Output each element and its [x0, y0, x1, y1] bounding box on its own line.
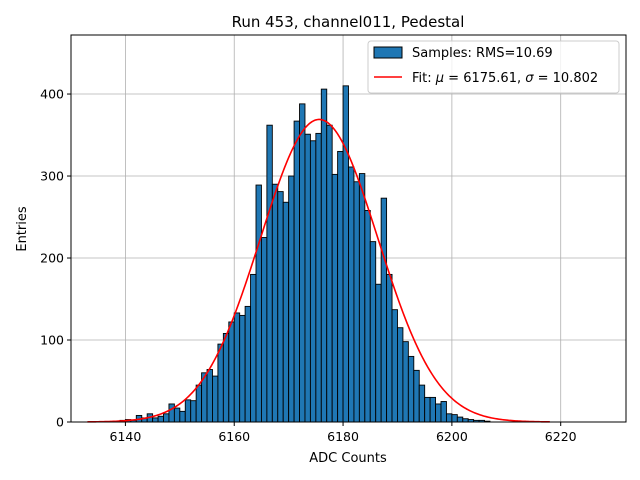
legend-fit-text-3: = 10.802: [533, 71, 598, 86]
histogram-bar: [364, 210, 371, 423]
legend-fit-sigma: σ: [525, 71, 534, 86]
histogram-bar: [168, 403, 175, 423]
histogram-bar: [309, 140, 317, 423]
histogram-bar: [440, 401, 447, 423]
histogram-bar: [212, 375, 219, 423]
x-tick-label-4: 6220: [545, 429, 577, 444]
chart-title: Run 453, channel011, Pedestal: [232, 13, 465, 31]
legend-fit-mu: μ: [435, 71, 444, 86]
histogram-bar: [424, 396, 431, 423]
legend-fit-text-2: = 6175.61,: [444, 71, 525, 86]
histogram-bar: [353, 181, 360, 423]
histogram-bar: [331, 173, 339, 423]
legend-fit-text-1: Fit:: [412, 71, 436, 86]
histogram-bar: [369, 241, 377, 423]
histogram-bar: [260, 237, 268, 423]
histogram-bar: [358, 173, 366, 423]
histogram-bar: [250, 273, 257, 423]
histogram-bar: [282, 201, 290, 423]
plot-frame: [70, 34, 627, 423]
histogram-bar: [288, 175, 295, 423]
histogram-bar: [386, 273, 393, 423]
legend-histogram-label: Samples: RMS=10.69: [412, 46, 553, 61]
histogram-bar: [402, 341, 409, 423]
histogram-bar: [179, 410, 186, 423]
gaussian-fit-curve: [87, 118, 550, 423]
x-tick-label-2: 6180: [327, 429, 359, 444]
histogram-bar: [413, 369, 420, 423]
histogram-bar: [163, 413, 170, 423]
histogram-bar: [375, 283, 382, 423]
x-tick-label-0: 6140: [110, 429, 142, 444]
histogram-bar: [244, 305, 252, 423]
x-axis-label: ADC Counts: [309, 451, 387, 466]
histogram-bar: [217, 343, 224, 423]
histogram-bar: [326, 124, 333, 423]
histogram-bar: [342, 85, 349, 423]
histogram-bar: [190, 400, 197, 423]
histogram-bar: [239, 314, 246, 423]
legend-box: [367, 40, 620, 94]
histogram-bar: [184, 399, 192, 423]
y-tick-label-3: 300: [40, 169, 64, 184]
histogram-bar: [157, 415, 164, 423]
histogram-bar: [304, 133, 311, 423]
histogram-bar: [152, 417, 159, 423]
y-axis-label: Entries: [15, 206, 30, 252]
y-tick-label-4: 400: [40, 87, 64, 102]
histogram-bar: [348, 166, 355, 423]
histogram-bar: [222, 332, 230, 423]
histogram-bar: [233, 312, 241, 423]
histogram-bar: [380, 197, 388, 423]
y-tick-label-1: 100: [40, 333, 64, 348]
legend: Samples: RMS=10.69 Fit: μ = 6175.61, σ =…: [367, 40, 620, 94]
histogram-bar: [293, 120, 300, 423]
histogram-bar: [451, 414, 458, 423]
histogram-bar: [277, 191, 284, 423]
histogram-bar: [299, 103, 306, 423]
y-tick-label-2: 200: [40, 251, 64, 266]
histogram-bar: [173, 407, 181, 423]
histogram-bar: [445, 413, 453, 423]
x-tick-label-1: 6160: [218, 429, 250, 444]
legend-fit-label: Fit: μ = 6175.61, σ = 10.802: [412, 71, 598, 86]
x-tick-label-3: 6200: [436, 429, 468, 444]
histogram-bar: [266, 124, 273, 423]
histogram-bar: [206, 369, 213, 423]
histogram-bar: [255, 184, 262, 423]
histogram-bar: [429, 396, 437, 423]
histogram-bar: [397, 327, 404, 423]
histogram-bar: [337, 150, 344, 423]
histogram-bar: [435, 403, 442, 423]
histogram-bar: [391, 309, 398, 423]
histogram-bar: [320, 88, 328, 423]
legend-histogram-swatch: [373, 46, 403, 59]
y-tick-label-0: 0: [56, 415, 64, 430]
histogram-bar: [456, 416, 464, 423]
histogram-bar: [407, 355, 415, 423]
histogram-bar: [315, 132, 322, 423]
histogram-bar: [195, 384, 203, 423]
histogram-bar: [228, 321, 235, 423]
histogram-bar: [271, 183, 279, 423]
histogram-bar: [418, 384, 426, 423]
axis-ticks: 6140 6160 6180 6200 6220 0 100 200 300 400: [40, 87, 577, 444]
